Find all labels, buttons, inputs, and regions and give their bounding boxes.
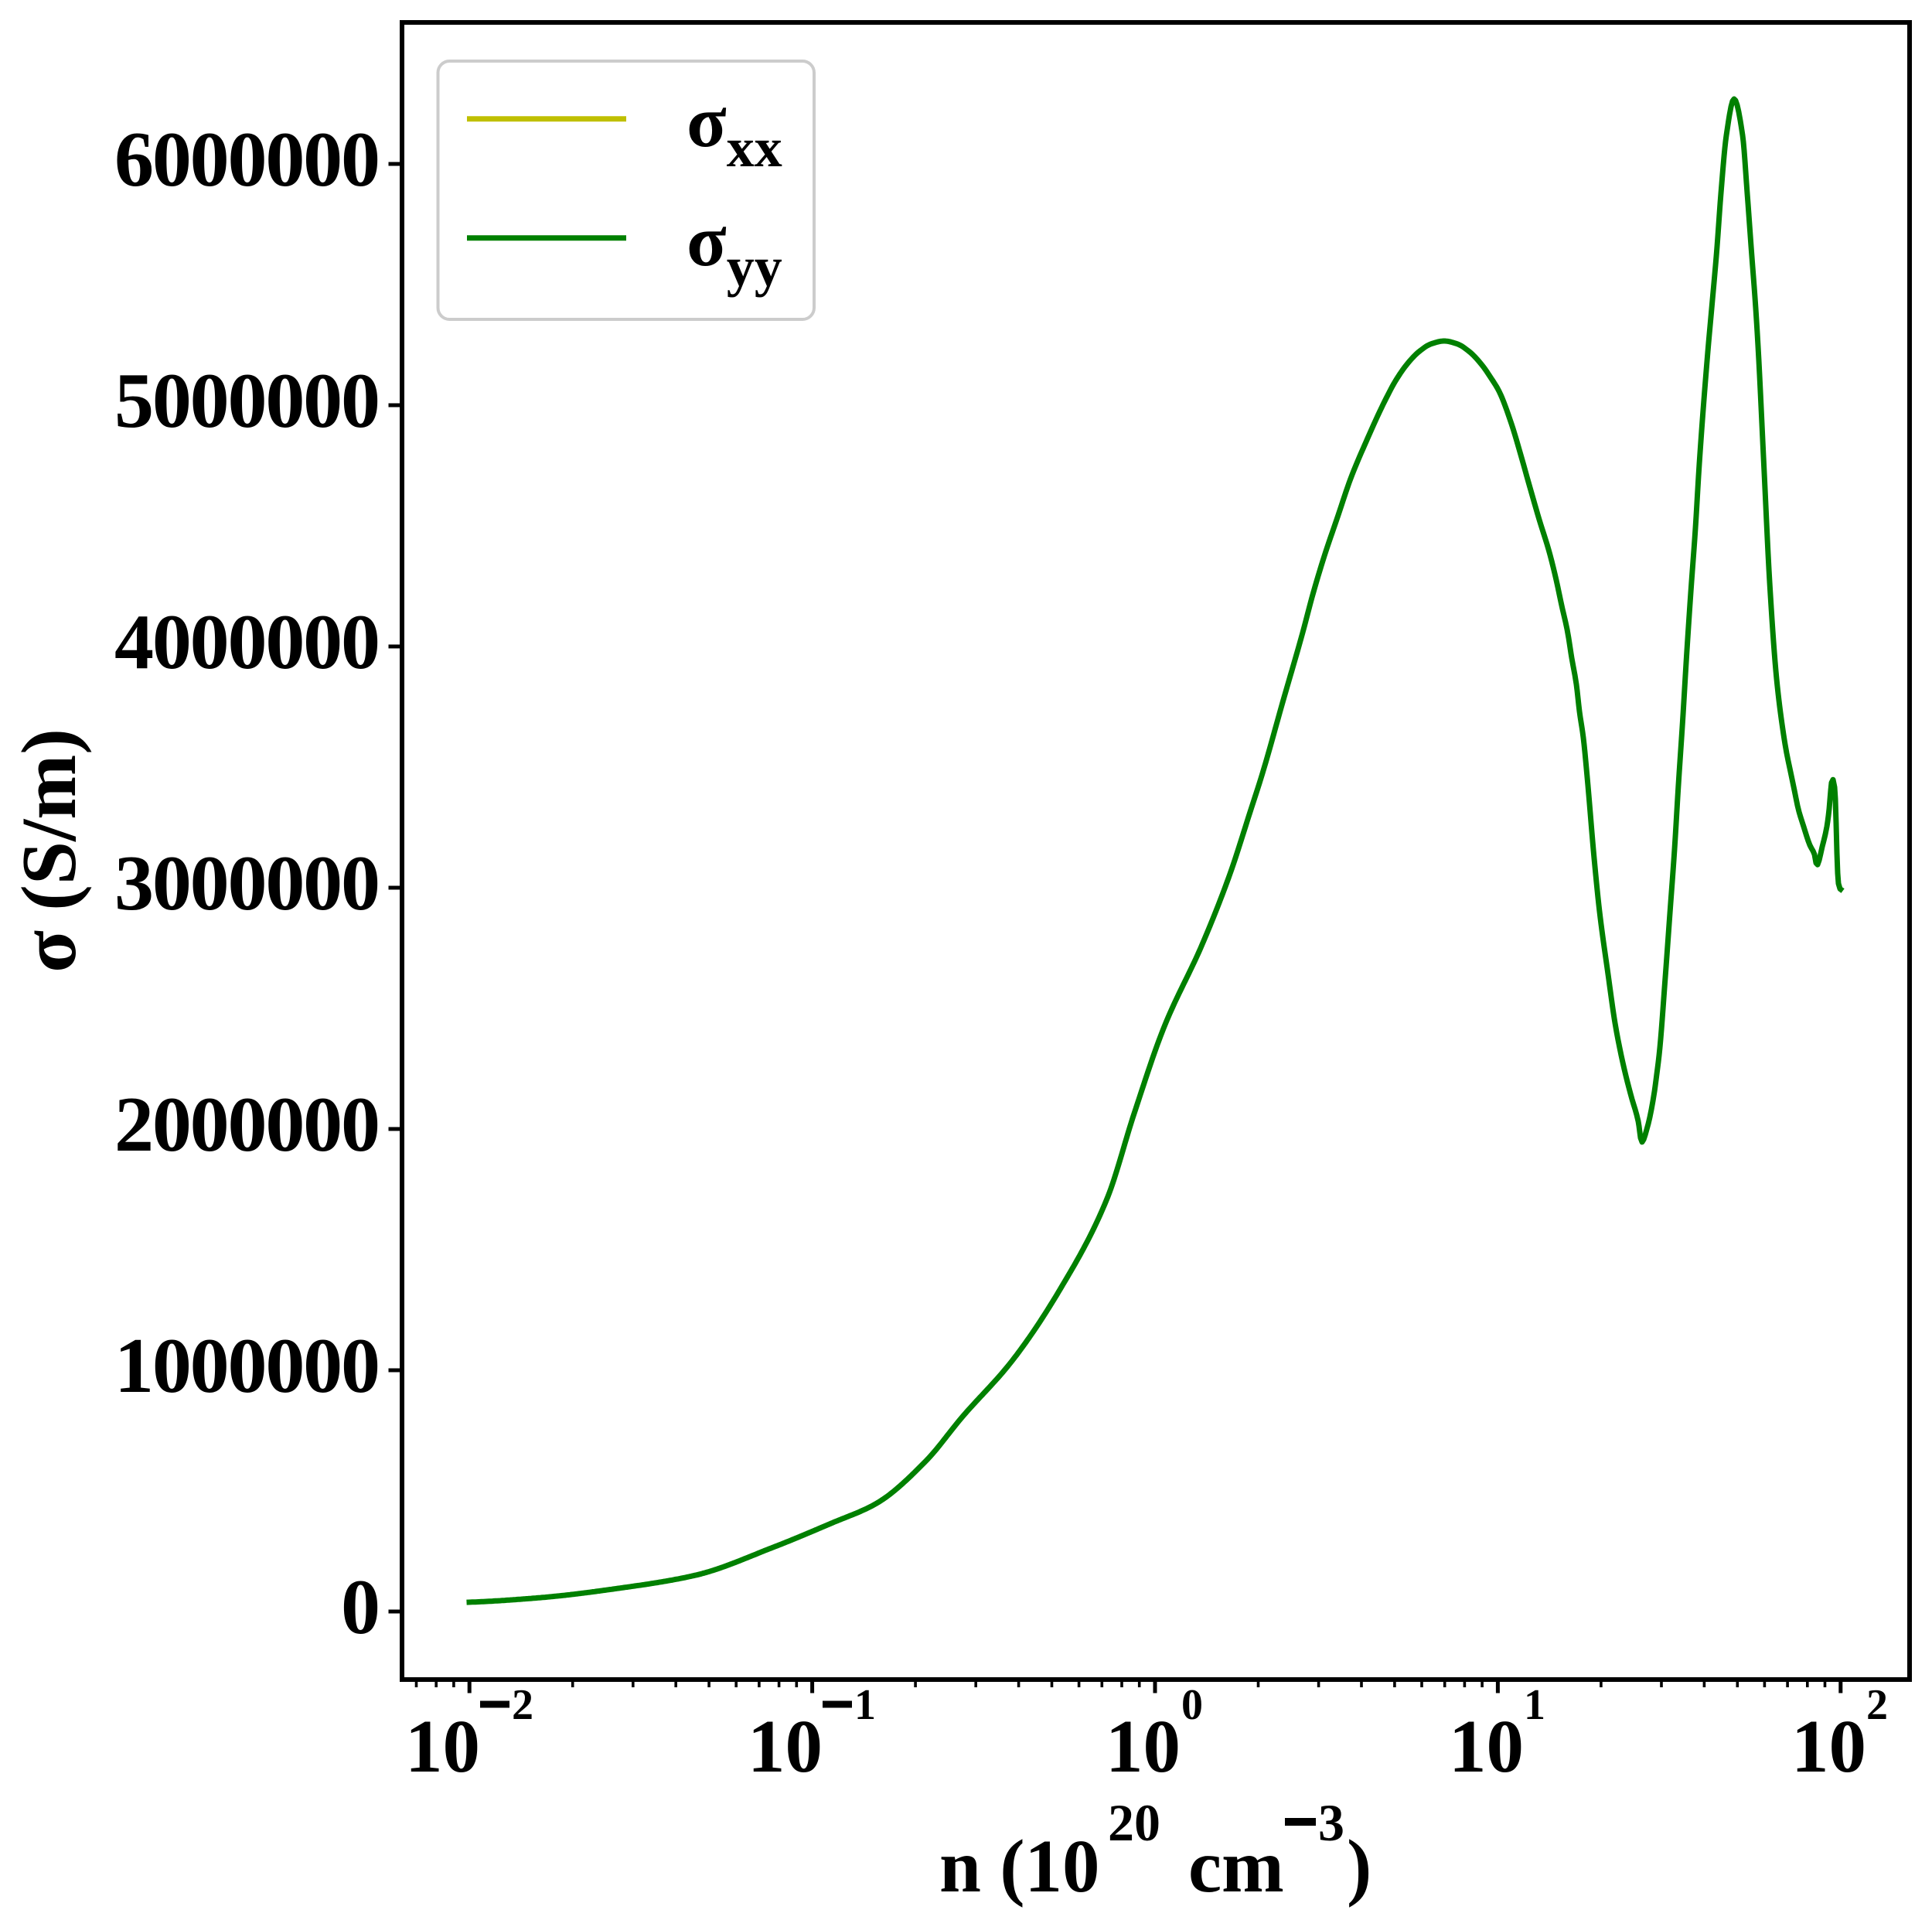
svg-text:6000000: 6000000 <box>114 116 380 203</box>
svg-text:3: 3 <box>1318 1793 1344 1852</box>
svg-text:10: 10 <box>1449 1705 1524 1788</box>
svg-text:1000000: 1000000 <box>114 1322 380 1410</box>
svg-text:1: 1 <box>1524 1681 1545 1729</box>
svg-text:): ) <box>1347 1825 1371 1908</box>
svg-text:cm: cm <box>1188 1825 1284 1908</box>
svg-text:σ (S/m): σ (S/m) <box>5 728 92 973</box>
svg-text:0: 0 <box>341 1564 380 1651</box>
svg-text:2000000: 2000000 <box>114 1081 380 1168</box>
svg-text:5000000: 5000000 <box>114 357 380 445</box>
svg-text:10: 10 <box>1791 1705 1866 1788</box>
svg-text:10: 10 <box>1106 1705 1181 1788</box>
svg-text:0: 0 <box>1181 1681 1203 1729</box>
svg-text:1: 1 <box>854 1681 876 1729</box>
svg-text:2: 2 <box>1866 1681 1888 1729</box>
svg-text:4000000: 4000000 <box>114 599 380 686</box>
svg-text:20: 20 <box>1108 1793 1160 1852</box>
svg-text:10: 10 <box>405 1705 480 1788</box>
svg-text:10: 10 <box>748 1705 823 1788</box>
svg-text:n (10: n (10 <box>939 1825 1100 1908</box>
svg-text:2: 2 <box>512 1681 533 1729</box>
svg-text:3000000: 3000000 <box>114 840 380 927</box>
